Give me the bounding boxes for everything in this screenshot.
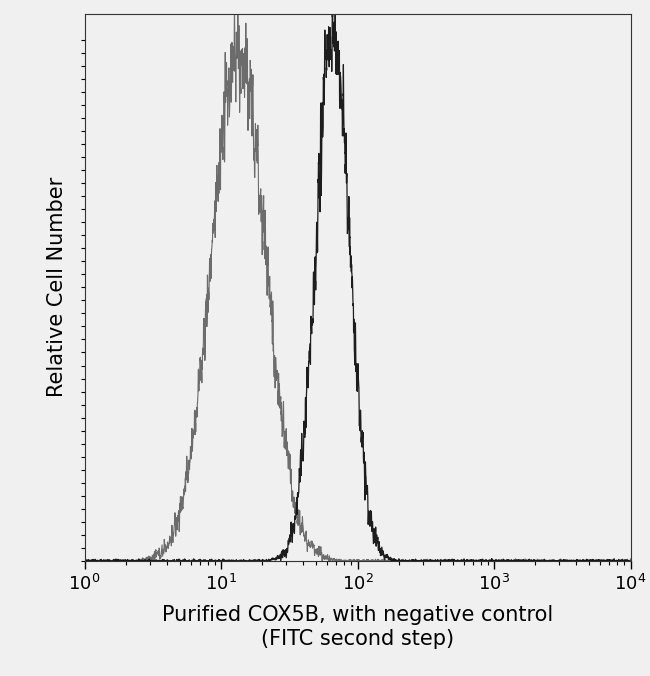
X-axis label: Purified COX5B, with negative control
(FITC second step): Purified COX5B, with negative control (F…	[162, 606, 553, 649]
Y-axis label: Relative Cell Number: Relative Cell Number	[47, 177, 67, 397]
